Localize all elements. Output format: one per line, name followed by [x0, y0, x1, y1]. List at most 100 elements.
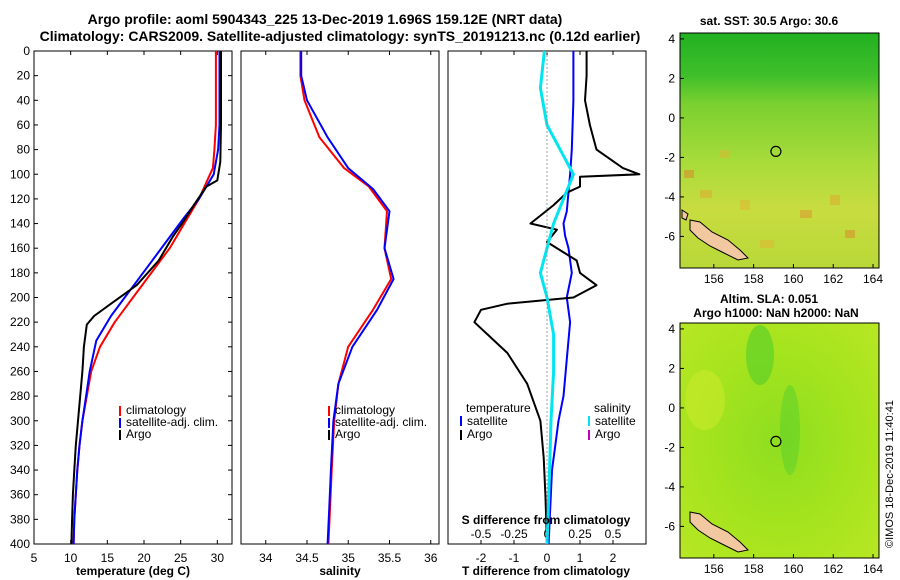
depth-tick-label: 120 — [10, 192, 30, 206]
map-y-tick-label: 2 — [668, 361, 675, 375]
difference-top-xlabel: S difference from climatology — [462, 513, 631, 527]
map-x-tick-label: 164 — [863, 562, 883, 576]
depth-tick-label: 180 — [10, 266, 30, 280]
legend-climatology: climatology — [126, 403, 186, 417]
difference-top-tick-label: -0.5 — [471, 527, 492, 541]
salinity-x-tick-label: 36 — [424, 551, 438, 565]
difference-top-tick-label: 0.5 — [605, 527, 622, 541]
depth-tick-label: 140 — [10, 217, 30, 231]
sal-legend-satellite: satellite-adj. clim. — [335, 415, 427, 429]
diff-legend-temperature: temperature — [466, 401, 531, 415]
depth-tick-label: 100 — [10, 167, 30, 181]
map-y-tick-label: 0 — [668, 401, 675, 415]
difference-top-ticks: -0.5 -0.25 0 0.25 0.5 — [471, 527, 622, 541]
sal-legend-climatology: climatology — [335, 403, 395, 417]
depth-tick-label: 240 — [10, 340, 30, 354]
difference-legend: temperature satellite Argo salinity sate… — [460, 401, 636, 441]
salinity-x-tick-label: 35 — [342, 551, 356, 565]
temperature-panel: 0204060801001201401601802002202402602803… — [10, 44, 646, 578]
difference-series — [473, 50, 641, 545]
depth-tick-label: 20 — [17, 69, 31, 83]
depth-tick-label: 0 — [23, 44, 30, 58]
depth-tick-label: 360 — [10, 488, 30, 502]
map-y-tick-label: -4 — [664, 480, 675, 494]
sla-map-high-blob — [685, 370, 725, 430]
map-x-tick-label: 162 — [823, 562, 843, 576]
title-line-1: Argo profile: aoml 5904343_225 13-Dec-20… — [88, 11, 563, 27]
depth-tick-label: 280 — [10, 389, 30, 403]
sst-map-land-islet — [681, 209, 689, 221]
depth-tick-label: 220 — [10, 315, 30, 329]
temperature-xlabel: temperature (deg C) — [76, 564, 190, 578]
sla-argo-marker — [770, 435, 782, 448]
temperature-legend: climatology satellite-adj. clim. Argo — [119, 403, 218, 441]
map-y-tick-label: -6 — [664, 519, 675, 533]
sst-map-field — [679, 32, 880, 269]
difference-xlabel: T difference from climatology — [462, 564, 630, 578]
salinity-panel: 34 34.5 35 35.5 36 salinity climatology sate… — [240, 50, 440, 578]
map-x-tick-label: 156 — [704, 272, 724, 286]
map-y-tick-label: -4 — [664, 190, 675, 204]
map-x-tick-label: 162 — [823, 272, 843, 286]
map-x-tick-label: 160 — [783, 272, 803, 286]
sst-argo-marker — [770, 145, 782, 158]
salinity-x-tick-label: 34 — [259, 551, 273, 565]
map-y-tick-label: -6 — [664, 229, 675, 243]
map-y-tick-label: 4 — [668, 32, 675, 46]
map-y-tick-label: 0 — [668, 111, 675, 125]
sla-map-panel: Altim. SLA: 0.051 Argo h1000: NaN h2000:… — [664, 292, 883, 576]
salinity-x-ticks: 34 34.5 35 35.5 36 — [259, 51, 438, 565]
sla-map-land — [689, 511, 750, 553]
map-x-tick-label: 160 — [783, 562, 803, 576]
salinity-xlabel: salinity — [319, 564, 361, 578]
salinity-x-tick-label: 35.5 — [378, 551, 402, 565]
sla-map-title: Altim. SLA: 0.051 — [720, 292, 818, 306]
sal-legend-argo: Argo — [335, 427, 361, 441]
depth-tick-label: 40 — [17, 93, 31, 107]
difference-x-ticks: -2 -1 0 1 2 — [476, 51, 617, 565]
diff-legend-s-satellite: satellite — [595, 414, 636, 428]
legend-satellite: satellite-adj. clim. — [126, 415, 218, 429]
sla-map-low-blob-2 — [780, 385, 800, 475]
map-y-tick-label: 4 — [668, 322, 675, 336]
difference-series-1 — [473, 51, 641, 545]
temperature-x-tick-label: 5 — [31, 551, 38, 565]
sst-map-panel: sat. SST: 30.5 Argo: 30.6 156 158 160 162 16… — [664, 14, 883, 286]
difference-panel: -2 -1 0 1 2 -0.5 -0.25 0 0.25 0.5 S difference f… — [447, 50, 647, 578]
salinity-series-1 — [300, 51, 395, 545]
depth-tick-label: 60 — [17, 118, 31, 132]
temperature-x-tick-label: 15 — [101, 551, 115, 565]
temperature-x-tick-label: 30 — [211, 551, 225, 565]
difference-x-tick-label: -1 — [509, 551, 520, 565]
sst-map-title: sat. SST: 30.5 Argo: 30.6 — [700, 14, 839, 28]
salinity-x-tick-label: 34.5 — [295, 551, 319, 565]
depth-tick-label: 80 — [17, 143, 31, 157]
sla-map-ticks: 156 158 160 162 164 4 2 0 -2 -4 -6 — [664, 322, 883, 576]
depth-tick-label: 380 — [10, 512, 30, 526]
difference-x-tick-label: 1 — [577, 551, 584, 565]
temperature-series — [70, 51, 222, 545]
depth-tick-label: 340 — [10, 463, 30, 477]
diff-legend-t-argo: Argo — [467, 427, 493, 441]
temperature-x-tick-label: 10 — [64, 551, 78, 565]
map-x-tick-label: 158 — [744, 272, 764, 286]
diff-legend-s-argo: Argo — [595, 427, 621, 441]
sla-map-subtitle: Argo h1000: NaN h2000: NaN — [693, 306, 858, 320]
sla-map-low-blob-1 — [746, 325, 774, 385]
diff-legend-salinity: salinity — [594, 401, 631, 415]
difference-top-tick-label: 0.25 — [568, 527, 592, 541]
salinity-legend: climatology satellite-adj. clim. Argo — [328, 403, 427, 441]
sla-map-field — [679, 322, 880, 559]
sst-map-land — [689, 219, 750, 261]
temperature-series-2 — [70, 51, 222, 545]
depth-tick-label: 400 — [10, 537, 30, 551]
diff-legend-t-satellite: satellite — [467, 414, 508, 428]
map-y-tick-label: -2 — [664, 150, 675, 164]
map-x-tick-label: 158 — [744, 562, 764, 576]
map-x-tick-label: 164 — [863, 272, 883, 286]
sst-map-ticks: 156 158 160 162 164 4 2 0 -2 -4 -6 — [664, 32, 883, 286]
map-x-tick-label: 156 — [704, 562, 724, 576]
salinity-axes-box — [240, 50, 440, 545]
temperature-x-tick-label: 25 — [174, 551, 188, 565]
